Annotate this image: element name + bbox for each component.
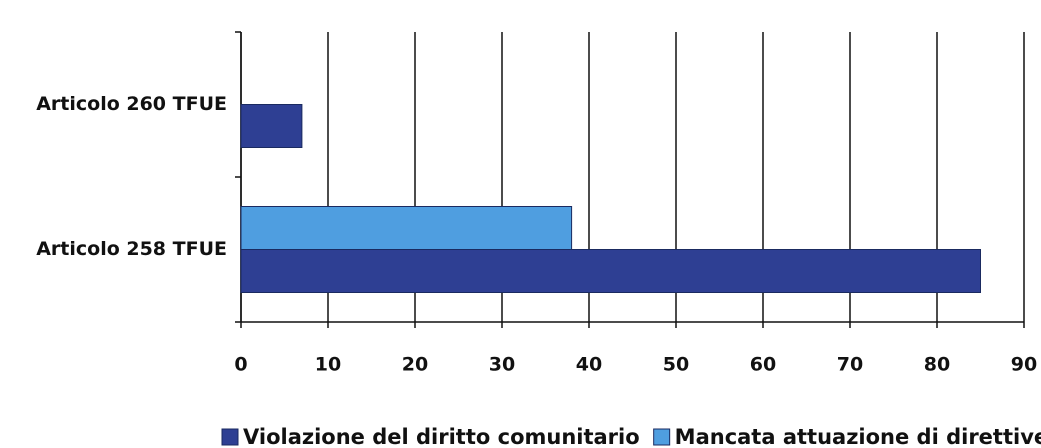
x-tick-label: 50 — [663, 354, 689, 376]
legend-label: Mancata attuazione di direttive — [675, 425, 1041, 448]
x-tick-label: 70 — [837, 354, 863, 376]
legend-label: Violazione del diritto comunitario — [243, 425, 640, 448]
x-tick-label: 40 — [576, 354, 602, 376]
x-tick-label: 10 — [315, 354, 341, 376]
x-tick-label: 60 — [750, 354, 776, 376]
bar — [240, 104, 303, 148]
x-tick-label: 20 — [402, 354, 428, 376]
y-tick-label: Articolo 258 TFUE — [36, 238, 227, 260]
x-tick-label: 90 — [1011, 354, 1037, 376]
bar — [240, 206, 573, 250]
x-tick-label: 0 — [234, 354, 247, 376]
x-tick-label: 80 — [924, 354, 950, 376]
x-tick-label: 30 — [489, 354, 515, 376]
legend-swatch — [653, 428, 671, 446]
legend-swatch — [221, 428, 239, 446]
y-tick-label: Articolo 260 TFUE — [36, 93, 227, 115]
bar — [240, 249, 981, 293]
